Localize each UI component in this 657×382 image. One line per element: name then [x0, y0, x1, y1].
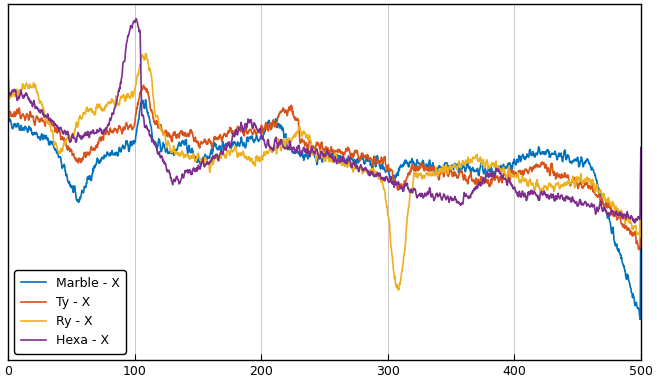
Marble - X — [636, 317, 644, 322]
Ry - X — [503, 176, 511, 181]
Ty - X — [635, 248, 643, 252]
Ty - X — [4, 85, 12, 89]
Marble - X — [295, 152, 303, 156]
Ry - X — [37, 100, 45, 105]
Ty - X — [140, 83, 148, 87]
Ry - X — [395, 288, 403, 292]
Marble - X — [618, 261, 626, 265]
Marble - X — [37, 138, 45, 142]
Ty - X — [312, 142, 320, 146]
Ry - X — [4, 72, 12, 77]
Hexa - X — [618, 217, 626, 221]
Ty - X — [618, 224, 626, 229]
Marble - X — [4, 87, 12, 92]
Ry - X — [619, 214, 627, 218]
Ry - X — [619, 216, 627, 220]
Hexa - X — [619, 216, 627, 220]
Hexa - X — [312, 147, 320, 152]
Ry - X — [637, 160, 645, 164]
Hexa - X — [631, 220, 639, 225]
Marble - X — [637, 209, 645, 214]
Hexa - X — [296, 145, 304, 150]
Marble - X — [503, 166, 510, 170]
Line: Marble - X: Marble - X — [8, 90, 641, 319]
Hexa - X — [133, 16, 141, 21]
Hexa - X — [37, 111, 45, 115]
Ry - X — [296, 124, 304, 129]
Ty - X — [296, 132, 304, 137]
Ry - X — [141, 51, 149, 56]
Marble - X — [618, 258, 626, 263]
Ty - X — [637, 160, 645, 165]
Line: Ty - X: Ty - X — [8, 85, 641, 250]
Hexa - X — [503, 180, 510, 184]
Line: Ry - X: Ry - X — [8, 53, 641, 290]
Legend: Marble - X, Ty - X, Ry - X, Hexa - X: Marble - X, Ty - X, Ry - X, Hexa - X — [14, 270, 125, 354]
Marble - X — [312, 155, 320, 159]
Line: Hexa - X: Hexa - X — [8, 19, 641, 223]
Ty - X — [503, 177, 510, 181]
Hexa - X — [637, 145, 645, 150]
Ty - X — [37, 119, 45, 124]
Hexa - X — [4, 74, 12, 78]
Ty - X — [619, 224, 627, 228]
Ry - X — [312, 159, 320, 163]
